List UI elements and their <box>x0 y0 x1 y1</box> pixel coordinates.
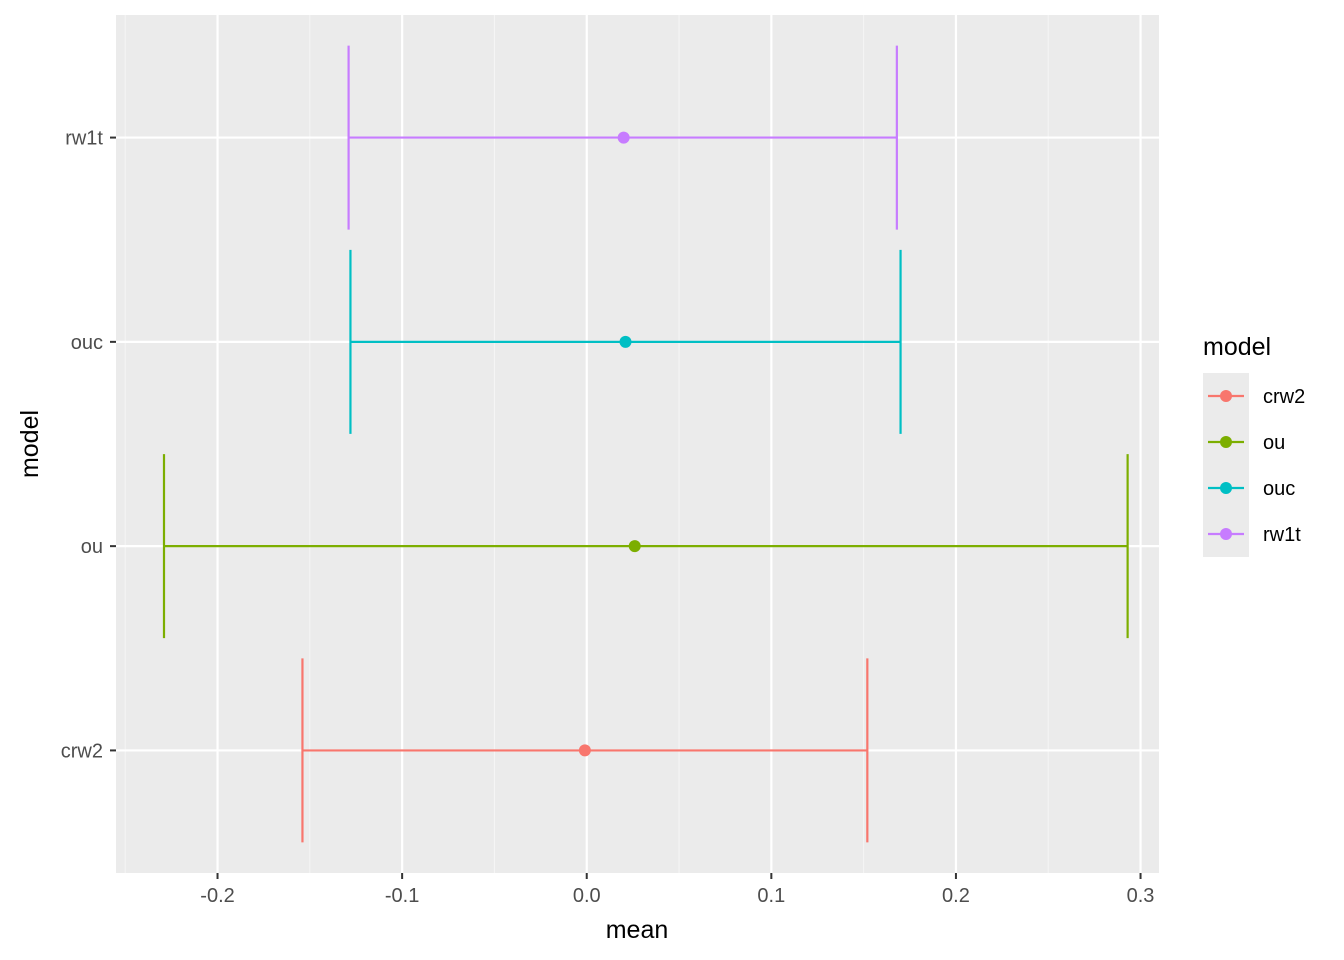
x-tick-label-4: 0.2 <box>942 885 970 907</box>
y-axis: crw2 ou ouc rw1t <box>61 128 116 762</box>
x-tick-label-0: -0.2 <box>200 885 234 907</box>
mean-point-ou <box>628 540 641 553</box>
legend-entry-crw2: crw2 <box>1203 373 1305 419</box>
legend-key-point-crw2 <box>1220 390 1232 402</box>
errorbar-rw1t <box>347 45 898 230</box>
error-bars <box>162 45 1129 843</box>
y-axis-title: model <box>16 410 44 478</box>
plot-panel <box>116 15 1159 873</box>
x-tick-label-3: 0.1 <box>757 885 785 907</box>
legend-label-crw2: crw2 <box>1263 386 1305 408</box>
y-tick-label-crw2: crw2 <box>61 740 103 762</box>
legend-label-ou: ou <box>1263 432 1285 454</box>
x-axis: -0.2 -0.1 0.0 0.1 0.2 0.3 <box>200 873 1154 907</box>
legend-entry-rw1t: rw1t <box>1203 511 1301 557</box>
legend-label-rw1t: rw1t <box>1263 524 1301 546</box>
mean-point-rw1t <box>617 131 630 144</box>
legend-entry-ouc: ouc <box>1203 465 1295 511</box>
y-tick-label-ou: ou <box>81 536 103 558</box>
x-axis-title: mean <box>606 916 669 944</box>
errorbar-crw2 <box>301 658 869 843</box>
errorbar-ou <box>162 454 1129 639</box>
mean-point-crw2 <box>578 744 591 757</box>
legend-title: model <box>1203 333 1271 361</box>
legend-entry-ou: ou <box>1203 419 1285 465</box>
grid-minor-lines <box>124 15 1049 873</box>
mean-point-ouc <box>619 335 632 348</box>
legend-key-point-ou <box>1220 436 1232 448</box>
legend-key-point-rw1t <box>1220 528 1232 540</box>
x-tick-label-2: 0.0 <box>573 885 601 907</box>
y-tick-label-rw1t: rw1t <box>65 128 103 150</box>
legend-label-ouc: ouc <box>1263 478 1295 500</box>
errorbar-ouc <box>349 249 902 434</box>
y-tick-label-ouc: ouc <box>71 332 103 354</box>
x-tick-label-5: 0.3 <box>1127 885 1155 907</box>
legend: model crw2 ou ouc rw1t <box>1203 333 1305 557</box>
legend-key-point-ouc <box>1220 482 1232 494</box>
x-tick-label-1: -0.1 <box>385 885 419 907</box>
